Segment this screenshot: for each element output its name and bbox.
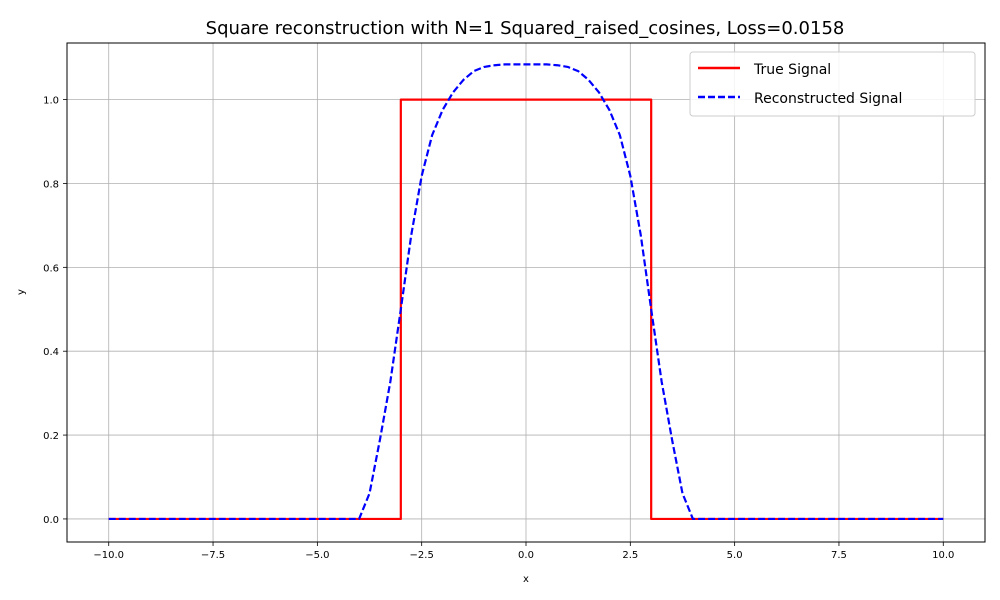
x-tick-label: −5.0	[305, 550, 329, 561]
y-tick-label: 1.0	[43, 96, 59, 107]
x-tick-label: −7.5	[201, 550, 225, 561]
series-line-reconstructed-signal	[108, 63, 944, 521]
grid	[67, 43, 985, 542]
y-axis-label: y	[16, 289, 27, 295]
chart-title: Square reconstruction with N=1 Squared_r…	[206, 18, 845, 39]
y-tick-label: 0.2	[43, 431, 59, 442]
y-axis: 0.0 0.2 0.4 0.6 0.8 1.0	[43, 96, 67, 526]
y-tick-label: 0.6	[43, 263, 59, 274]
legend-label-true-signal: True Signal	[753, 62, 831, 78]
series-layer	[108, 63, 944, 521]
x-tick-label: 0.0	[518, 550, 534, 561]
x-tick-label: 10.0	[932, 550, 954, 561]
x-tick-label: −10.0	[93, 550, 124, 561]
legend-box	[689, 51, 976, 117]
x-axis-label: x	[523, 574, 529, 585]
y-tick-label: 0.0	[43, 515, 59, 526]
y-tick-label: 0.8	[43, 179, 59, 190]
x-tick-label: −2.5	[410, 550, 434, 561]
x-tick-label: 7.5	[831, 550, 847, 561]
x-tick-label: 2.5	[622, 550, 638, 561]
legend-label-reconstructed-signal: Reconstructed Signal	[754, 91, 902, 107]
x-tick-label: 5.0	[727, 550, 743, 561]
legend: True Signal Reconstructed Signal	[689, 51, 976, 117]
y-tick-label: 0.4	[43, 347, 59, 358]
x-axis: −10.0 −7.5 −5.0 −2.5 0.0 2.5 5.0 7.5 10.0	[93, 542, 954, 561]
